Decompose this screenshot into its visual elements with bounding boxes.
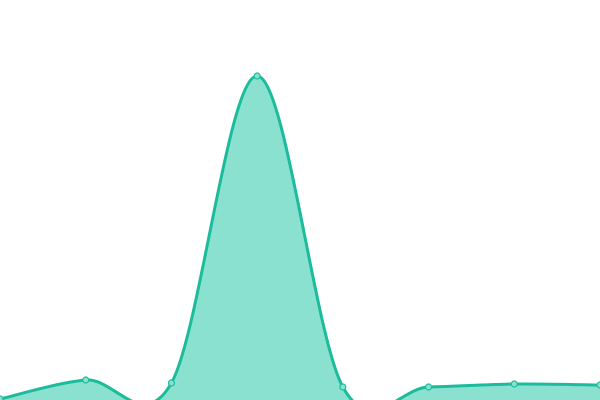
data-point-2 bbox=[167, 379, 176, 387]
data-point-0 bbox=[0, 395, 4, 400]
data-point-1 bbox=[82, 376, 90, 384]
area-fill bbox=[0, 75, 600, 400]
data-point-7 bbox=[596, 381, 600, 389]
data-point-3 bbox=[253, 72, 261, 80]
data-point-5 bbox=[424, 383, 433, 391]
series-line bbox=[0, 74, 600, 400]
data-markers bbox=[0, 72, 600, 400]
data-point-4 bbox=[339, 383, 347, 391]
data-point-6 bbox=[510, 380, 518, 388]
